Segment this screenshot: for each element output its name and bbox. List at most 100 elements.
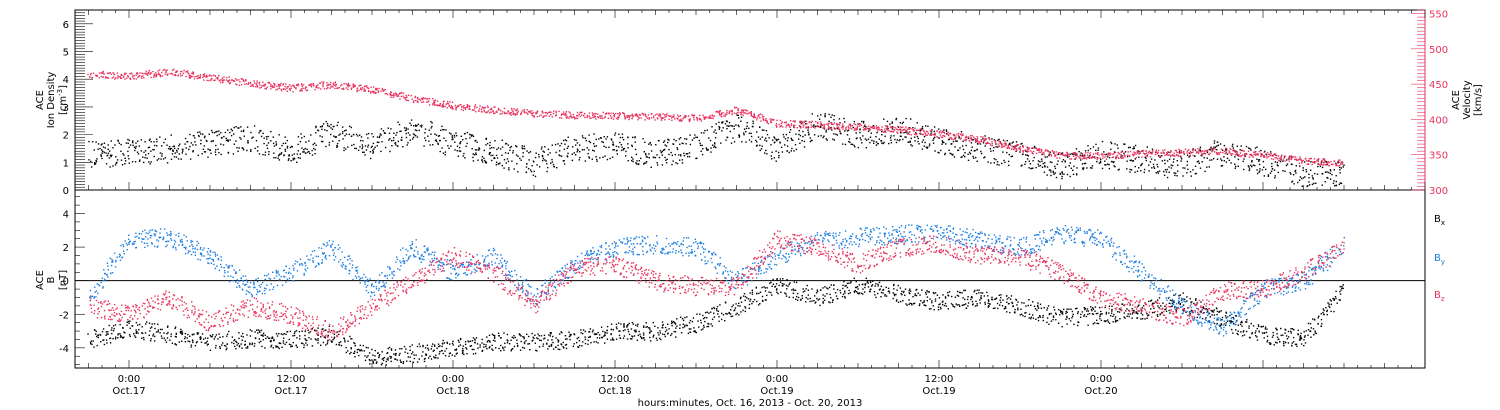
- series-velocity-point: [717, 111, 719, 113]
- series-velocity-point: [1048, 154, 1050, 156]
- series-density-point: [1044, 156, 1046, 158]
- series-bx-point: [166, 333, 168, 335]
- series-bx-point: [295, 330, 298, 332]
- series-density-point: [634, 136, 636, 139]
- series-density-point: [897, 126, 900, 128]
- series-bx-point: [347, 350, 349, 352]
- series-density-point: [94, 162, 96, 164]
- series-velocity-point: [622, 112, 625, 114]
- series-velocity-point: [368, 90, 370, 93]
- series-density-point: [444, 151, 447, 153]
- series-density-point: [177, 158, 180, 160]
- series-density-point: [364, 154, 366, 156]
- series-density-point: [497, 163, 499, 165]
- series-velocity-point: [176, 70, 178, 72]
- series-density-point: [320, 140, 323, 143]
- series-density-point: [760, 148, 763, 150]
- series-density-point: [1316, 173, 1319, 175]
- series-bx-point: [159, 328, 162, 331]
- series-bx-point: [178, 341, 180, 343]
- series-velocity-point: [1164, 149, 1166, 151]
- series-bx-point: [112, 338, 114, 340]
- series-density-point: [1041, 153, 1043, 156]
- series-density-point: [596, 160, 598, 162]
- series-density-point: [1309, 184, 1311, 186]
- series-velocity-point: [680, 118, 682, 120]
- series-density-point: [567, 152, 569, 155]
- series-density-point: [593, 143, 595, 145]
- series-bx-point: [298, 330, 301, 333]
- series-density-point: [339, 133, 341, 135]
- x-tick-time-label: 12:00: [601, 374, 630, 385]
- series-bx-point: [129, 335, 131, 338]
- series-velocity-point: [1120, 155, 1123, 157]
- series-velocity-point: [343, 88, 345, 91]
- series-density-point: [614, 134, 616, 136]
- x-tick-date-label: Oct.18: [436, 386, 469, 397]
- series-velocity-point: [970, 138, 973, 140]
- series-velocity-point: [305, 89, 307, 92]
- series-density-point: [264, 151, 267, 153]
- series-velocity-point: [841, 125, 844, 127]
- series-density-point: [1271, 165, 1273, 168]
- series-density-point: [412, 138, 414, 140]
- series-velocity-point: [462, 105, 464, 108]
- series-density-point: [1061, 177, 1063, 180]
- series-density-point: [683, 152, 685, 155]
- series-velocity-point: [1056, 153, 1058, 156]
- series-density-point: [229, 131, 231, 134]
- series-bx-point: [139, 323, 141, 326]
- series-velocity-point: [1038, 151, 1040, 153]
- series-velocity-point: [103, 73, 105, 75]
- series-density-point: [1073, 165, 1075, 168]
- series-velocity-point: [1267, 156, 1270, 158]
- series-density-point: [682, 142, 684, 145]
- series-velocity-point: [185, 71, 187, 73]
- series-velocity-point: [146, 74, 149, 76]
- series-velocity-point: [597, 113, 599, 115]
- series-density-point: [210, 140, 213, 143]
- series-density-point: [102, 146, 105, 148]
- series-density-point: [1071, 153, 1073, 155]
- series-velocity-point: [228, 82, 231, 85]
- series-bx-point: [120, 336, 122, 338]
- series-velocity-point: [206, 79, 208, 82]
- series-density-point: [166, 144, 168, 146]
- series-density-point: [212, 140, 214, 142]
- series-velocity-point: [667, 115, 670, 117]
- series-density-point: [685, 138, 688, 140]
- series-velocity-point: [125, 72, 127, 75]
- series-density-point: [443, 129, 445, 131]
- series-velocity-point: [766, 122, 768, 124]
- series-density-point: [755, 139, 757, 142]
- series-velocity-point: [893, 131, 895, 133]
- series-density-point: [905, 136, 907, 138]
- series-velocity-point: [652, 115, 655, 117]
- series-velocity-point: [997, 143, 999, 145]
- series-velocity-point: [472, 109, 474, 111]
- series-density-point: [1282, 160, 1284, 162]
- series-density-point: [132, 140, 134, 142]
- series-velocity-point: [301, 85, 303, 88]
- series-density-point: [1236, 154, 1239, 156]
- series-density-point: [661, 154, 663, 156]
- series-velocity-point: [584, 112, 586, 115]
- series-density-point: [675, 162, 677, 164]
- series-density-point: [218, 130, 220, 132]
- series-density-point: [510, 145, 513, 148]
- series-velocity-point: [823, 126, 825, 128]
- series-density-point: [656, 164, 659, 166]
- series-density-point: [489, 152, 491, 154]
- series-velocity-point: [1289, 156, 1291, 158]
- series-density-point: [1039, 164, 1042, 167]
- series-density-point: [267, 135, 269, 138]
- series-velocity-point: [1216, 152, 1218, 154]
- series-velocity-point: [1011, 148, 1013, 151]
- series-velocity-point: [1022, 145, 1024, 147]
- series-density-point: [1126, 160, 1128, 162]
- series-bx-point: [166, 337, 169, 339]
- series-velocity-point: [202, 76, 204, 79]
- series-bx-point: [305, 339, 307, 341]
- series-velocity-point: [592, 114, 594, 117]
- series-density-point: [251, 137, 253, 139]
